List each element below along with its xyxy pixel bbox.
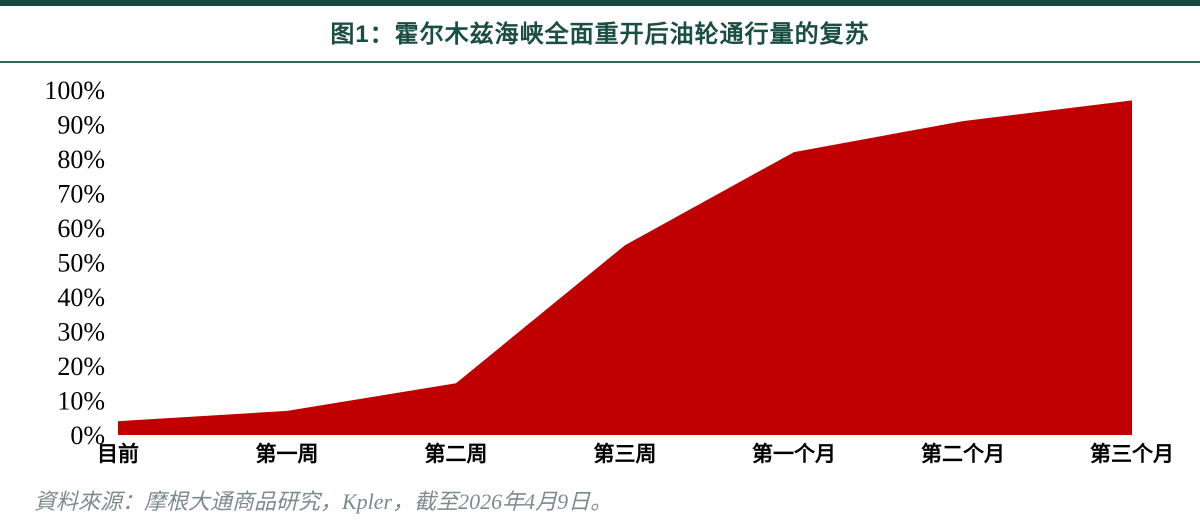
x-axis-category-label: 第一周 [256,442,319,466]
source-note: 資料來源：摩根大通商品研究，Kpler，截至2026年4月9日。 [34,489,613,514]
top-accent-bar [0,0,1200,6]
y-axis-tick-label: 40% [57,283,105,312]
y-axis-tick-label: 30% [57,318,105,347]
area-series-tanker-transit [118,100,1132,436]
y-axis-tick-label: 90% [57,111,105,140]
y-axis-tick-label: 60% [57,214,105,243]
x-axis-category-label: 第二个月 [921,442,1005,466]
y-axis-tick-label: 100% [44,76,105,105]
y-axis-tick-label: 80% [57,145,105,174]
x-axis-category-label: 第三个月 [1090,442,1174,466]
y-axis-tick-label: 0% [70,421,105,450]
y-axis-tick-label: 20% [57,352,105,381]
title-divider-line [0,61,1200,63]
y-axis-tick-label: 50% [57,249,105,278]
x-axis-category-label: 第三周 [594,442,657,466]
x-axis-category-label: 目前 [97,442,139,466]
x-axis-category-label: 第二周 [425,442,488,466]
y-axis-tick-label: 70% [57,180,105,209]
y-axis-tick-label: 10% [57,387,105,416]
chart-title: 图1：霍尔木兹海峡全面重开后油轮通行量的复苏 [330,21,870,48]
x-axis-category-label: 第一个月 [752,442,836,466]
